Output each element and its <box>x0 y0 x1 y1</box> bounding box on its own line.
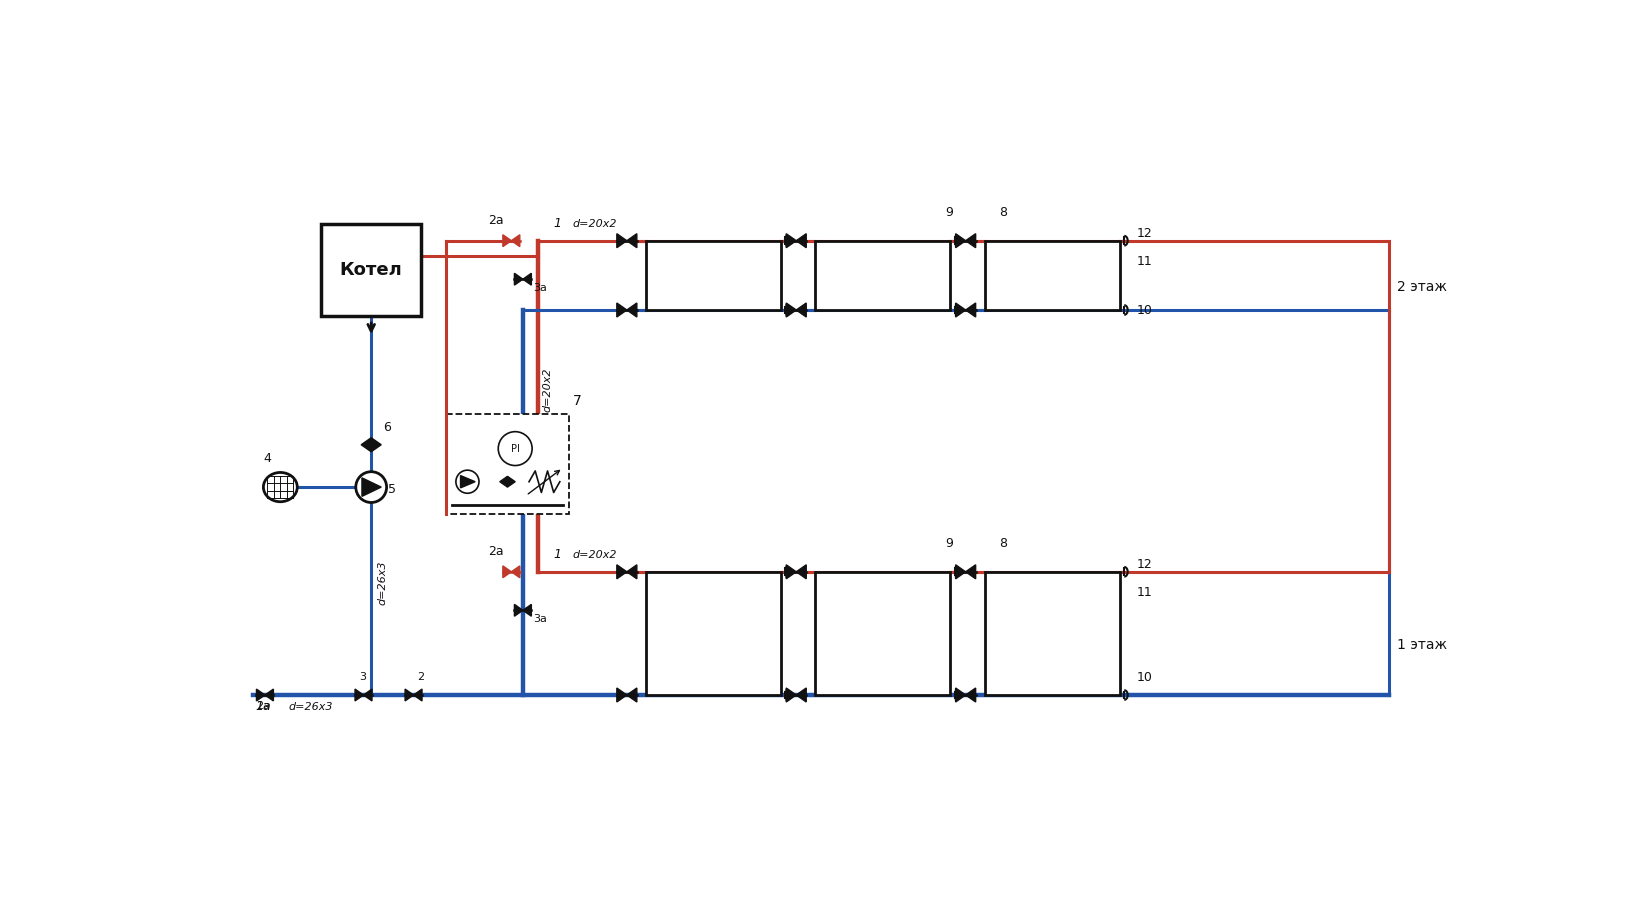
Polygon shape <box>956 303 965 317</box>
Text: 6: 6 <box>384 421 392 434</box>
Ellipse shape <box>263 472 297 501</box>
Text: d=20x2: d=20x2 <box>574 550 618 560</box>
Polygon shape <box>502 235 512 247</box>
Bar <box>647 241 782 310</box>
Polygon shape <box>786 688 796 702</box>
Text: d=26x3: d=26x3 <box>377 560 387 605</box>
Text: d=26x3: d=26x3 <box>288 703 333 713</box>
Text: 11: 11 <box>1136 587 1152 599</box>
Text: 9: 9 <box>944 206 952 219</box>
Text: d=20x2: d=20x2 <box>543 368 552 412</box>
Text: 1: 1 <box>554 217 562 230</box>
Polygon shape <box>618 303 627 317</box>
Text: 12: 12 <box>1136 227 1152 240</box>
Polygon shape <box>796 233 806 248</box>
Polygon shape <box>265 689 273 701</box>
Text: 1: 1 <box>554 548 562 561</box>
Text: 2а: 2а <box>488 544 504 558</box>
Text: 3а: 3а <box>533 283 548 293</box>
Text: 2а: 2а <box>488 214 504 227</box>
Polygon shape <box>627 688 637 702</box>
Polygon shape <box>362 478 382 496</box>
Text: 3: 3 <box>359 672 366 682</box>
Circle shape <box>457 470 479 493</box>
Text: 1a: 1a <box>255 700 270 714</box>
Polygon shape <box>796 565 806 579</box>
Polygon shape <box>627 303 637 317</box>
Polygon shape <box>507 477 515 487</box>
Polygon shape <box>364 689 372 701</box>
Text: d=20x2: d=20x2 <box>574 219 618 229</box>
Bar <box>985 572 1120 695</box>
Polygon shape <box>796 688 806 702</box>
Text: 2: 2 <box>418 672 424 682</box>
Text: 8: 8 <box>999 537 1008 550</box>
Text: 2а: 2а <box>255 701 270 711</box>
Text: 8: 8 <box>999 206 1008 219</box>
Text: 10: 10 <box>1136 304 1152 317</box>
Polygon shape <box>618 565 627 579</box>
Polygon shape <box>523 605 531 616</box>
Polygon shape <box>405 689 413 701</box>
Text: 7: 7 <box>574 393 582 408</box>
Polygon shape <box>618 688 627 702</box>
Polygon shape <box>618 233 627 248</box>
Polygon shape <box>786 233 796 248</box>
Polygon shape <box>523 274 531 285</box>
Bar <box>816 241 951 310</box>
Polygon shape <box>512 565 520 577</box>
Polygon shape <box>796 303 806 317</box>
Polygon shape <box>361 437 370 452</box>
Text: 10: 10 <box>1136 671 1152 684</box>
Text: 1 этаж: 1 этаж <box>1398 638 1446 651</box>
Polygon shape <box>257 689 265 701</box>
Text: 12: 12 <box>1136 558 1152 571</box>
Bar <box>816 572 951 695</box>
Polygon shape <box>965 688 975 702</box>
Polygon shape <box>512 235 520 247</box>
Polygon shape <box>515 274 523 285</box>
Polygon shape <box>786 565 796 579</box>
Bar <box>985 241 1120 310</box>
Text: 3а: 3а <box>533 614 548 624</box>
Polygon shape <box>965 303 975 317</box>
Text: 5: 5 <box>388 483 396 496</box>
Polygon shape <box>627 565 637 579</box>
Polygon shape <box>370 437 382 452</box>
Polygon shape <box>956 233 965 248</box>
Polygon shape <box>460 476 474 488</box>
Bar <box>647 572 782 695</box>
Bar <box>445 414 569 514</box>
Polygon shape <box>956 688 965 702</box>
Polygon shape <box>354 689 364 701</box>
Polygon shape <box>786 303 796 317</box>
Polygon shape <box>515 605 523 616</box>
Text: 4: 4 <box>263 452 271 466</box>
Text: PI: PI <box>510 444 520 454</box>
Circle shape <box>499 432 531 466</box>
Circle shape <box>356 472 387 502</box>
Polygon shape <box>502 565 512 577</box>
Bar <box>322 224 421 317</box>
Polygon shape <box>413 689 422 701</box>
Polygon shape <box>627 233 637 248</box>
Text: 11: 11 <box>1136 255 1152 268</box>
Polygon shape <box>965 565 975 579</box>
Polygon shape <box>500 477 507 487</box>
Text: Котел: Котел <box>340 261 403 279</box>
Text: 9: 9 <box>944 537 952 550</box>
Polygon shape <box>956 565 965 579</box>
Polygon shape <box>965 233 975 248</box>
Text: 2 этаж: 2 этаж <box>1398 280 1446 294</box>
